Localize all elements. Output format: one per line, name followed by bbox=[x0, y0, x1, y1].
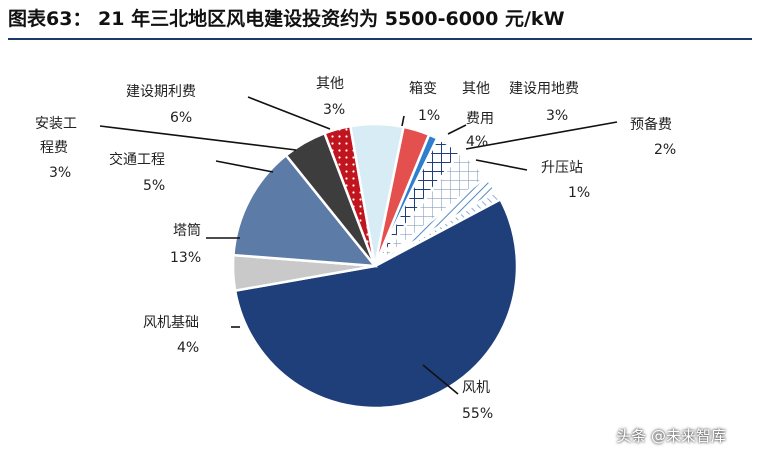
leader-line-anzhuang bbox=[99, 125, 297, 151]
pct-jiaotong: 5% bbox=[143, 178, 165, 194]
pct-tatong: 13% bbox=[170, 250, 201, 266]
label-xiangbian: 箱变 bbox=[409, 81, 437, 97]
leader-lines bbox=[99, 96, 618, 395]
pie-slice-3 bbox=[232, 153, 378, 268]
pct-qita-jianshe: 3% bbox=[546, 108, 568, 124]
label-anzhuang-1: 安装工 bbox=[35, 116, 77, 132]
pct-shengya: 1% bbox=[568, 185, 590, 201]
pie-slice-1 bbox=[233, 197, 519, 410]
pct-feiyong: 4% bbox=[466, 134, 488, 150]
title-underline bbox=[8, 38, 752, 40]
pct-fengji-jichu: 4% bbox=[177, 340, 199, 356]
label-shengya: 升压站 bbox=[541, 160, 583, 176]
pct-xiangbian: 1% bbox=[418, 108, 440, 124]
label-tatong: 塔筒 bbox=[173, 222, 201, 239]
leader-line-shengya bbox=[475, 159, 528, 171]
pct-yubei: 2% bbox=[654, 142, 676, 158]
label-jianshe: 建设期利费 bbox=[126, 84, 196, 100]
leader-line-yubei bbox=[465, 121, 618, 150]
leader-line-feiyong bbox=[447, 124, 467, 135]
label-jiaotong: 交通工程 bbox=[109, 151, 165, 168]
label-qita-jianshe-1: 其他 bbox=[462, 81, 490, 97]
pct-anzhuang: 3% bbox=[49, 165, 71, 181]
leader-line-fengji bbox=[422, 364, 459, 395]
label-qita-jianshe-2: 建设用地费 bbox=[509, 81, 579, 97]
label-qita: 其他 bbox=[316, 76, 344, 92]
pie-slice-12 bbox=[374, 189, 503, 268]
pct-fengji: 55% bbox=[462, 406, 493, 422]
label-yubei: 预备费 bbox=[630, 116, 672, 133]
pct-qita: 3% bbox=[323, 102, 345, 118]
pie-chart: 建设期利费 6% 安装工 程费 3% 交通工程 5% 塔筒 13% 风机基础 4… bbox=[35, 76, 676, 422]
chart-title: 图表63： 21 年三北地区风电建设投资约为 5500-6000 元/kW bbox=[8, 8, 565, 30]
label-feiyong: 费用 bbox=[466, 111, 494, 127]
leader-line-jianshe bbox=[247, 96, 331, 130]
watermark: 头条 @未来智库 bbox=[616, 427, 726, 445]
label-anzhuang-2: 程费 bbox=[40, 140, 68, 156]
label-fengji-jichu: 风机基础 bbox=[143, 314, 199, 331]
leader-line-xiangbian bbox=[401, 115, 405, 127]
leader-line-jiaotong bbox=[215, 160, 274, 173]
label-fengji: 风机 bbox=[462, 380, 490, 396]
pct-jianshe: 6% bbox=[170, 110, 192, 126]
